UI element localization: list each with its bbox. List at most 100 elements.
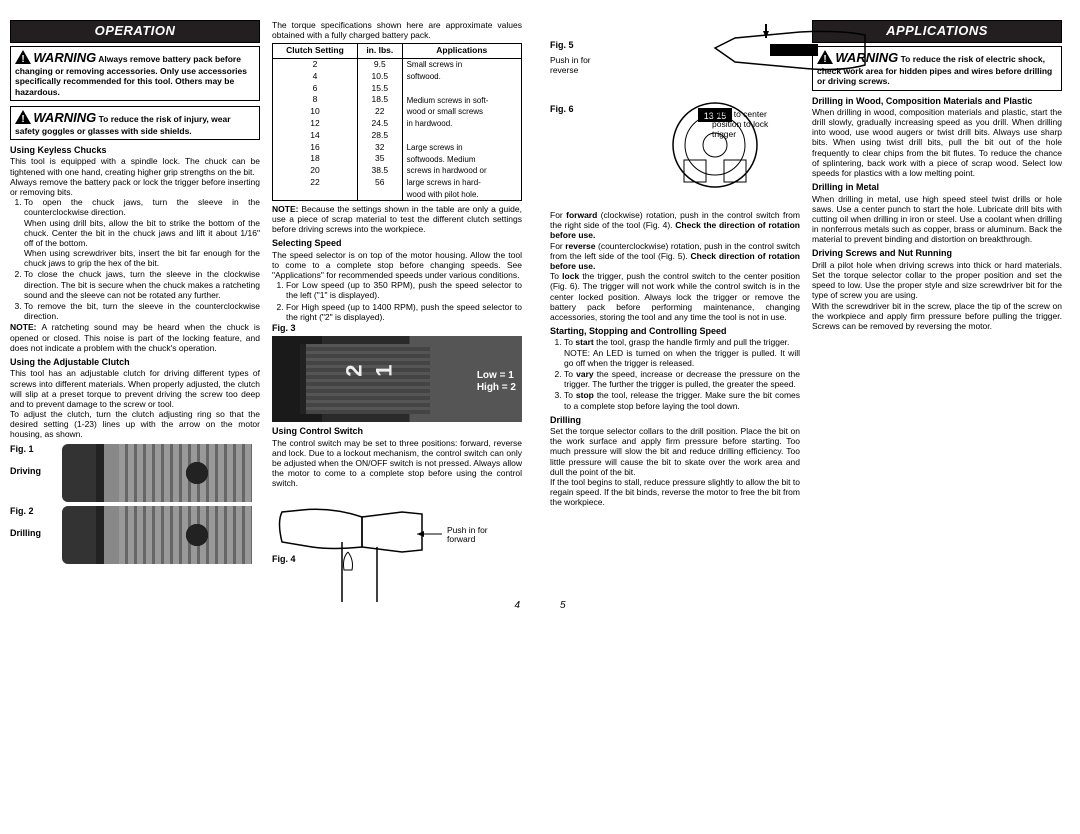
page-number-5: 5 (560, 600, 566, 612)
cell: softwood. (402, 71, 521, 83)
subhead-selecting-speed: Selecting Speed (272, 238, 522, 248)
list-item: To remove the bit, turn the sleeve in th… (24, 301, 260, 321)
list-note: NOTE: An LED is turned on when the trigg… (564, 348, 800, 368)
operation-header: OPERATION (10, 20, 260, 43)
list-text: When using screwdriver bits, insert the … (24, 248, 260, 268)
figure-1-row: Fig. 1 Driving (10, 444, 260, 502)
ordered-list: To open the chuck jaws, turn the sleeve … (10, 197, 260, 321)
paragraph: For forward (clockwise) rotation, push i… (550, 210, 800, 241)
cell: 24.5 (357, 118, 402, 130)
cell: 15.5 (357, 83, 402, 95)
cell: 38.5 (357, 165, 402, 177)
push-forward-label: Push in for forward (447, 526, 507, 546)
cell: wood or small screws (402, 106, 521, 118)
list-item: To vary the speed, increase or decrease … (564, 369, 800, 389)
note-text: Because the settings shown in the table … (272, 204, 522, 234)
paragraph: To lock the trigger, push the control sw… (550, 271, 800, 322)
ordered-list: To start the tool, grasp the handle firm… (550, 337, 800, 410)
page4-column-1: OPERATION ! WARNING Always remove batter… (10, 20, 260, 602)
cell: 35 (357, 153, 402, 165)
paragraph: The control switch may be set to three p… (272, 438, 522, 489)
page-4: OPERATION ! WARNING Always remove batter… (10, 20, 530, 602)
cell: 18 (273, 153, 358, 165)
cell: large screws in hard- (402, 177, 521, 189)
cell (357, 189, 402, 201)
th-clutch: Clutch Setting (273, 44, 358, 59)
subhead-adjustable-clutch: Using the Adjustable Clutch (10, 357, 260, 367)
subhead-drill-metal: Drilling in Metal (812, 182, 1062, 192)
cell: 10.5 (357, 71, 402, 83)
cell: 10 (273, 106, 358, 118)
cell: in hardwood. (402, 118, 521, 130)
subhead-control-switch: Using Control Switch (272, 426, 522, 436)
subhead-keyless-chuck: Using Keyless Chucks (10, 145, 260, 155)
low-label: Low = 1 (477, 370, 516, 382)
chuck-drilling-image (62, 506, 252, 564)
paragraph: If the tool begins to stall, reduce pres… (550, 477, 800, 508)
fig4-drill: Fig. 4 Push in for forward (272, 492, 522, 602)
page-number-4: 4 (514, 600, 520, 612)
paragraph: When drilling in metal, use high speed s… (812, 194, 1062, 245)
cell: 22 (273, 177, 358, 189)
fig1-labels: Fig. 1 Driving (10, 444, 56, 477)
table-note: NOTE: Because the settings shown in the … (272, 204, 522, 235)
fig6-label: Fig. 6 (550, 104, 574, 114)
th-applications: Applications (402, 44, 521, 59)
warning-icon: ! (15, 50, 31, 66)
list-text: To open the chuck jaws, turn the sleeve … (24, 197, 260, 217)
svg-text:!: ! (21, 114, 24, 124)
paragraph: This tool is equipped with a spindle loc… (10, 156, 260, 176)
note-text: A ratcheting sound may be heard when the… (10, 322, 260, 352)
page5-column-1: Fig. 5 Push in for reverse 13 15 Fig. 6 … (550, 20, 800, 602)
push-reverse-label: Push in for reverse (550, 56, 610, 76)
cell: 22 (357, 106, 402, 118)
note-label: NOTE: (10, 322, 41, 332)
paragraph: The speed selector is on top of the moto… (272, 250, 522, 281)
paragraph: To adjust the clutch, turn the clutch ad… (10, 409, 260, 440)
subhead-drill-wood: Drilling in Wood, Composition Materials … (812, 96, 1062, 106)
page5-column-2: APPLICATIONS ! WARNING To reduce the ris… (812, 20, 1062, 602)
list-item: To close the chuck jaws, turn the sleeve… (24, 269, 260, 300)
cell: 14 (273, 130, 358, 142)
push-lock-label: Push to center position to lock trigger (712, 110, 792, 139)
list-text: When using drill bits, allow the bit to … (24, 218, 260, 248)
warning-goggles: ! WARNING To reduce the risk of injury, … (10, 106, 260, 140)
fig2-label: Fig. 2 (10, 506, 56, 516)
cell: 56 (357, 177, 402, 189)
cell: 9.5 (357, 59, 402, 71)
paragraph: Drill a pilot hole when driving screws i… (812, 260, 1062, 301)
cell: 20 (273, 165, 358, 177)
fig5-fig6-block: Fig. 5 Push in for reverse 13 15 Fig. 6 … (550, 20, 800, 210)
cell: Large screws in (402, 142, 521, 154)
cell: 2 (273, 59, 358, 71)
list-item: For Low speed (up to 350 RPM), push the … (286, 280, 522, 300)
paragraph: When drilling in wood, composition mater… (812, 107, 1062, 178)
cell: Medium screws in soft- (402, 94, 521, 106)
manual-spread: OPERATION ! WARNING Always remove batter… (0, 0, 1080, 622)
cell: 6 (273, 83, 358, 95)
cell: 28.5 (357, 130, 402, 142)
list-item: For High speed (up to 1400 RPM), push th… (286, 302, 522, 322)
warning-label: WARNING (33, 110, 96, 125)
fig5-label: Fig. 5 (550, 40, 574, 50)
page-5: Fig. 5 Push in for reverse 13 15 Fig. 6 … (550, 20, 1070, 602)
fig3-label: Fig. 3 (272, 323, 522, 333)
subhead-start-stop: Starting, Stopping and Controlling Speed (550, 326, 800, 336)
fig4-label: Fig. 4 (272, 554, 296, 564)
cell: wood with pilot hole. (402, 189, 521, 201)
fig2-caption: Drilling (10, 528, 56, 538)
cell: 16 (273, 142, 358, 154)
paragraph: Set the torque selector collars to the d… (550, 426, 800, 477)
chuck-driving-image (62, 444, 252, 502)
cell: 12 (273, 118, 358, 130)
list-item: To start the tool, grasp the handle firm… (564, 337, 800, 368)
cell: Small screws in (402, 59, 521, 71)
svg-text:!: ! (21, 54, 24, 64)
note-label: NOTE: (272, 204, 298, 214)
cell: 18.5 (357, 94, 402, 106)
fig2-labels: Fig. 2 Drilling (10, 506, 56, 539)
cell: 4 (273, 71, 358, 83)
fig1-caption: Driving (10, 466, 56, 476)
cell: screws in hardwood or (402, 165, 521, 177)
warning-label: WARNING (33, 50, 96, 65)
